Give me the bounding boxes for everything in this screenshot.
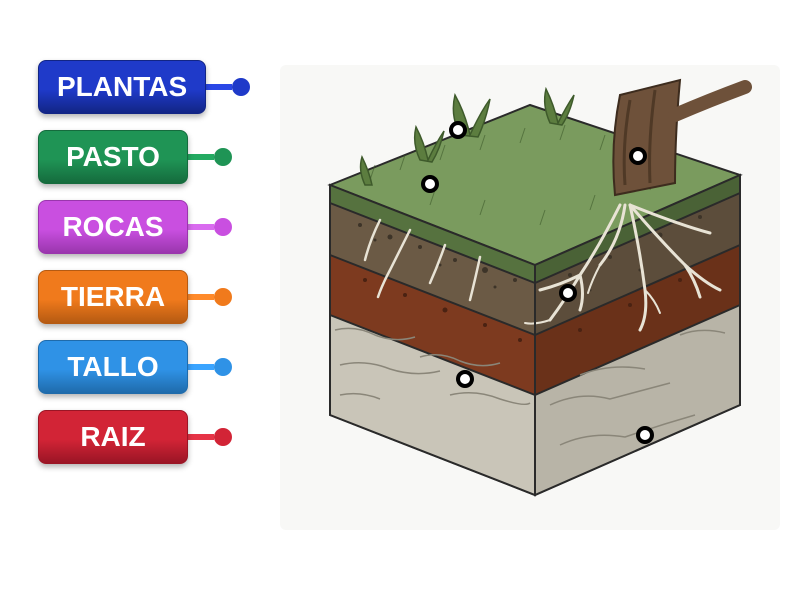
label-text: PASTO <box>66 141 160 172</box>
label-tierra[interactable]: TIERRA <box>38 270 250 324</box>
label-connector <box>206 84 232 90</box>
label-dot <box>214 218 232 236</box>
target-marker-1[interactable] <box>449 121 467 139</box>
label-tallo[interactable]: TALLO <box>38 340 250 394</box>
label-connector <box>188 224 214 230</box>
label-connector <box>188 294 214 300</box>
target-marker-2[interactable] <box>629 147 647 165</box>
label-connector <box>188 434 214 440</box>
label-box: TALLO <box>38 340 188 394</box>
target-marker-6[interactable] <box>636 426 654 444</box>
label-list: PLANTAS PASTO ROCAS TIERRA TALLO RAIZ <box>38 60 250 464</box>
label-pasto[interactable]: PASTO <box>38 130 250 184</box>
label-text: ROCAS <box>62 211 163 242</box>
label-raiz[interactable]: RAIZ <box>38 410 250 464</box>
label-dot <box>214 358 232 376</box>
label-dot <box>214 428 232 446</box>
label-connector <box>188 364 214 370</box>
label-box: PASTO <box>38 130 188 184</box>
label-text: PLANTAS <box>57 71 187 102</box>
label-text: RAIZ <box>80 421 145 452</box>
label-text: TALLO <box>67 351 158 382</box>
label-dot <box>232 78 250 96</box>
label-box: RAIZ <box>38 410 188 464</box>
target-marker-4[interactable] <box>559 284 577 302</box>
label-box: ROCAS <box>38 200 188 254</box>
label-plantas[interactable]: PLANTAS <box>38 60 250 114</box>
label-text: TIERRA <box>61 281 165 312</box>
target-marker-3[interactable] <box>421 175 439 193</box>
label-connector <box>188 154 214 160</box>
label-rocas[interactable]: ROCAS <box>38 200 250 254</box>
label-box: TIERRA <box>38 270 188 324</box>
label-dot <box>214 288 232 306</box>
soil-diagram <box>280 65 780 530</box>
label-box: PLANTAS <box>38 60 206 114</box>
target-marker-5[interactable] <box>456 370 474 388</box>
label-dot <box>214 148 232 166</box>
soil-svg <box>280 65 780 530</box>
